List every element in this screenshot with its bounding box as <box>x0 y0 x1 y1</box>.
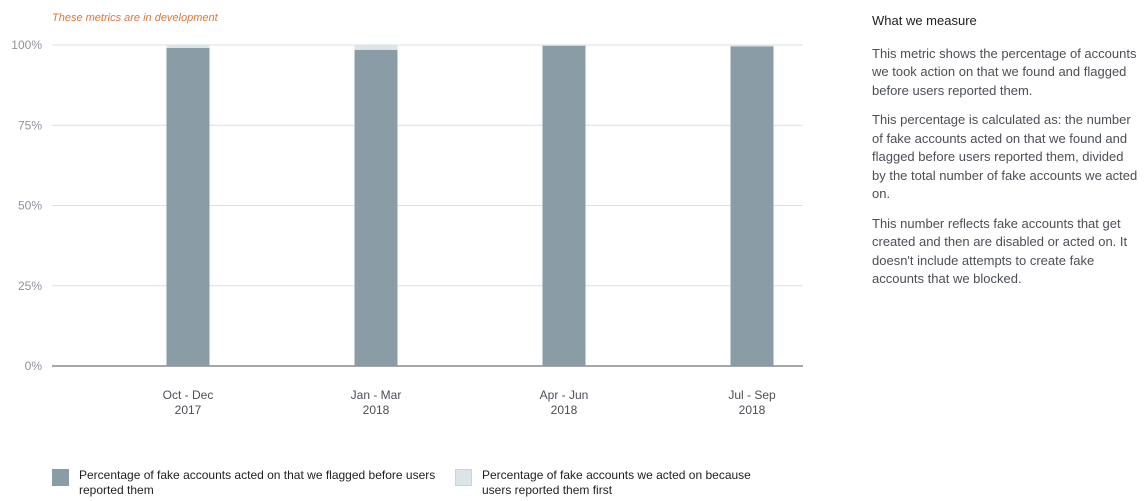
bar-reported <box>166 45 210 48</box>
y-tick-label: 0% <box>25 359 43 373</box>
bar-flagged <box>730 46 774 367</box>
bar-flagged <box>354 49 398 366</box>
x-tick-label: Oct - Dec <box>163 388 214 402</box>
sidebar-title: What we measure <box>872 13 977 28</box>
bar-reported <box>730 45 774 47</box>
sidebar-paragraph-3: This number reflects fake accounts that … <box>872 215 1128 287</box>
legend-swatch-flagged <box>52 469 69 486</box>
x-tick-label: Jan - Mar <box>351 388 402 402</box>
legend-label-flagged: Percentage of fake accounts acted on tha… <box>79 468 436 497</box>
y-tick-label: 100% <box>11 38 42 52</box>
sidebar-paragraph-2: This percentage is calculated as: the nu… <box>872 112 1138 201</box>
x-tick-label: Apr - Jun <box>540 388 589 402</box>
legend-label-reported: Percentage of fake accounts we acted on … <box>482 468 751 497</box>
x-tick-year-label: 2017 <box>175 403 202 417</box>
x-tick-label: Jul - Sep <box>728 388 776 402</box>
x-tick-year-label: 2018 <box>739 403 766 417</box>
x-tick-year-label: 2018 <box>551 403 578 417</box>
legend-item-flagged[interactable]: Percentage of fake accounts acted on tha… <box>52 468 442 498</box>
bar-flagged <box>542 45 586 366</box>
y-tick-label: 50% <box>18 199 42 213</box>
legend-swatch-reported <box>455 469 472 486</box>
x-tick-year-label: 2018 <box>363 403 390 417</box>
y-tick-label: 25% <box>18 279 42 293</box>
legend-item-reported[interactable]: Percentage of fake accounts we acted on … <box>455 468 795 498</box>
y-tick-label: 75% <box>18 118 42 132</box>
bar-flagged <box>166 47 210 366</box>
bar-reported <box>354 45 398 50</box>
sidebar-paragraph-1: This metric shows the percentage of acco… <box>872 45 1137 98</box>
bar-reported <box>542 45 586 46</box>
development-note: These metrics are in development <box>52 12 218 24</box>
what-we-measure-panel: What we measure This metric shows the pe… <box>872 12 1140 300</box>
